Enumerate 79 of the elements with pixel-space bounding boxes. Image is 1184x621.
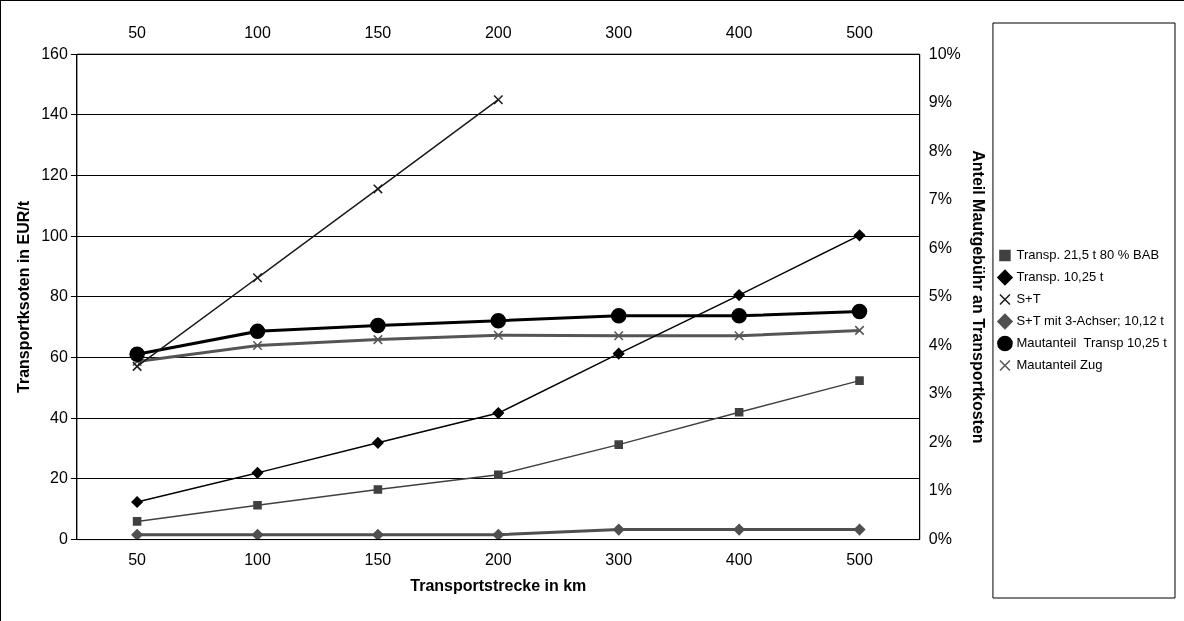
category-label: 150	[364, 24, 392, 42]
y-tick-label: 20	[50, 469, 68, 487]
point	[251, 529, 264, 540]
y2-tick-label: 7%	[928, 190, 952, 208]
point	[370, 317, 386, 334]
y-tick-label: 160	[41, 44, 68, 62]
point	[249, 323, 266, 340]
point	[494, 470, 503, 479]
y-tick-label: 120	[41, 165, 68, 183]
y-axis-title: Transportksoten in EUR/t	[15, 200, 33, 393]
y2-tick-label: 10%	[928, 44, 961, 62]
point	[612, 347, 625, 360]
legend-label: S+T mit 3-Achser; 10,12 t	[1016, 313, 1165, 329]
point	[734, 330, 745, 341]
point	[251, 467, 264, 479]
point	[855, 376, 864, 385]
x-tick-label: 500	[846, 550, 873, 568]
y-tick-label: 140	[41, 105, 68, 123]
category-label: 300	[605, 24, 633, 42]
point	[610, 308, 627, 324]
point	[492, 407, 505, 419]
point	[372, 183, 383, 194]
x-tick-label: 200	[484, 550, 512, 568]
point	[252, 272, 263, 283]
y2-tick-label: 8%	[928, 141, 952, 159]
x-tick-label: 400	[725, 550, 753, 568]
point	[372, 334, 383, 345]
point	[851, 303, 868, 320]
x-tick-label: 100	[244, 550, 271, 568]
y-tick-label: 80	[50, 287, 68, 305]
legend-label: S+T	[1016, 291, 1041, 307]
point	[253, 501, 262, 510]
y-tick-label: 40	[50, 408, 68, 426]
y2-tick-label: 3%	[928, 384, 952, 402]
y2-tick-label: 2%	[928, 432, 952, 450]
point	[490, 312, 507, 329]
y2-tick-label: 6%	[928, 238, 952, 256]
point	[731, 308, 747, 324]
point	[853, 229, 866, 242]
category-label: 100	[244, 24, 271, 42]
y2-tick-label: 0%	[928, 530, 952, 548]
category-label: 500	[846, 24, 873, 42]
y2-tick-label: 5%	[928, 287, 952, 305]
point	[612, 523, 625, 536]
x-tick-label: 50	[128, 550, 147, 568]
point	[129, 346, 145, 362]
y2-axis-title: Anteil Mautgebühr an Transportkosten	[969, 150, 987, 444]
category-label: 50	[128, 24, 146, 42]
point	[493, 330, 504, 341]
point	[613, 330, 624, 341]
point	[854, 325, 865, 336]
category-label: 400	[725, 24, 753, 42]
point	[372, 529, 384, 540]
x-axis-title: Transportstrecke in km	[410, 576, 587, 594]
y-tick-label: 60	[50, 347, 68, 365]
x-tick-label: 300	[605, 550, 633, 568]
point	[733, 523, 745, 536]
point	[252, 340, 263, 351]
y-tick-label: 100	[41, 226, 68, 244]
y2-tick-label: 9%	[928, 93, 952, 111]
point	[493, 94, 504, 105]
point	[734, 407, 744, 417]
y-tick-label: 0	[58, 530, 68, 548]
category-label: 200	[484, 24, 512, 42]
point	[372, 437, 384, 449]
legend-label: Transp. 21,5 t 80 % BAB	[1016, 247, 1160, 263]
legend-label: Transp. 10,25 t	[1016, 269, 1104, 285]
point	[132, 517, 142, 526]
point	[132, 361, 143, 372]
point	[614, 440, 623, 449]
point	[373, 485, 383, 494]
point	[733, 289, 745, 301]
point	[131, 496, 143, 508]
point	[131, 529, 143, 540]
legend-label: Mautanteil Transp 10,25 t	[1016, 335, 1168, 351]
y2-tick-label: 1%	[928, 481, 952, 499]
legend-label: Mautanteil Zug	[1016, 357, 1103, 373]
x-tick-label: 150	[364, 550, 392, 568]
y2-tick-label: 4%	[928, 335, 952, 353]
